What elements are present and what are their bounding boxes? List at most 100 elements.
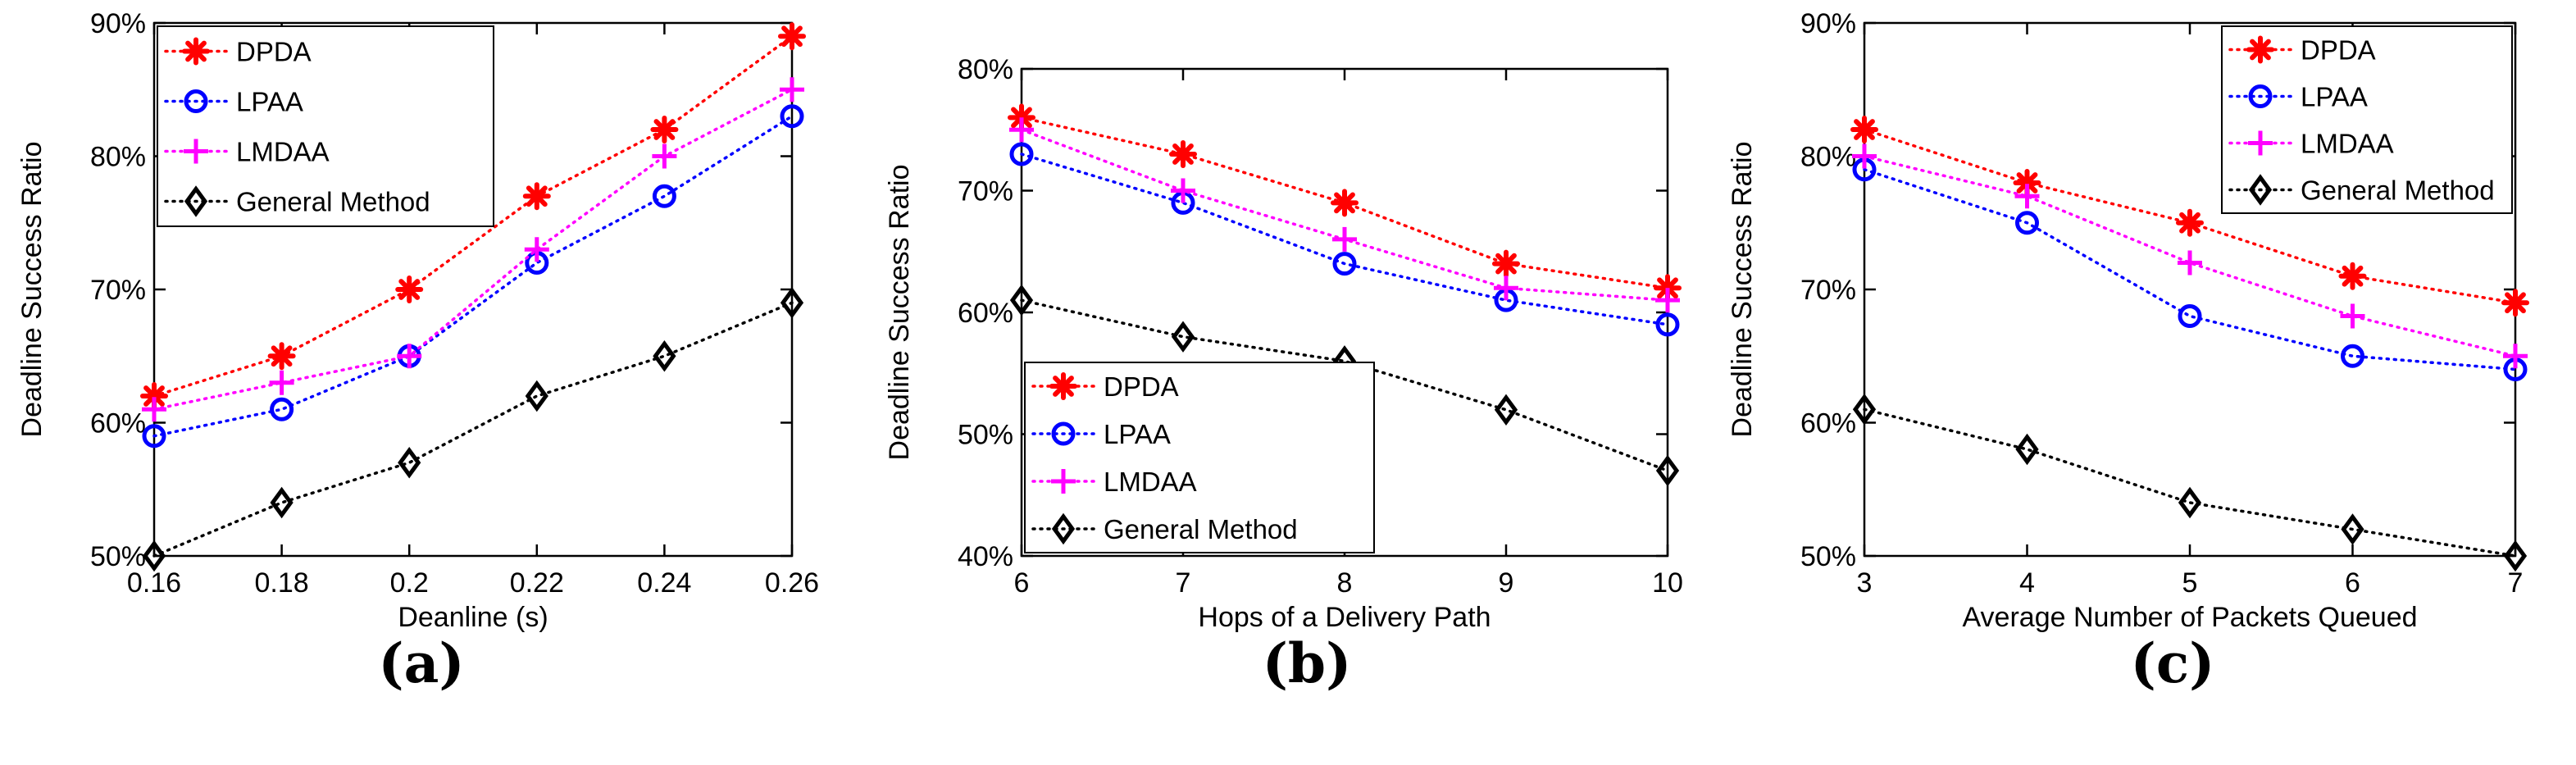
data-point-marker-stroke (1495, 253, 1517, 275)
x-tick-label: 0.18 (255, 567, 309, 599)
legend-label: DPDA (236, 37, 312, 67)
data-point-marker-shape (2503, 540, 2528, 572)
data-point (1492, 249, 1520, 278)
data-point (1169, 139, 1197, 168)
legend-label: DPDA (2301, 35, 2376, 66)
data-point (2014, 184, 2040, 209)
x-tick-label: 9 (1499, 567, 1514, 599)
data-point (524, 237, 549, 262)
data-point-marker-ring (142, 424, 166, 449)
data-point (1494, 394, 1518, 426)
legend-item: LPAA (2228, 82, 2368, 112)
data-point-marker-shape (2015, 433, 2039, 466)
data-point-marker-stroke (271, 345, 293, 367)
chart-panel-a: 50% 60% 70% 80% 90% 0.16 0.18 0.2 0.22 0.24 0.26 De… (16, 8, 819, 695)
data-point (1852, 394, 1877, 426)
x-tick-label: 7 (2508, 567, 2524, 599)
y-tick-label: 90% (90, 8, 146, 39)
y-tick-label: 60% (90, 408, 146, 439)
legend-label: General Method (236, 187, 430, 217)
series-lmdaa (142, 77, 804, 422)
legend-item: General Method (1031, 512, 1298, 545)
data-point (2341, 344, 2364, 368)
data-point (2341, 513, 2364, 545)
data-point (1171, 178, 1195, 203)
legend-label: LPAA (236, 87, 303, 117)
series-line (1863, 154, 2517, 357)
data-point-marker-shape (780, 287, 804, 319)
series-dpda (140, 22, 806, 410)
y-tick-label: 70% (90, 275, 146, 306)
legend-label: General Method (2301, 175, 2495, 206)
y-axis-label: Deadline Success Ratio (16, 142, 48, 438)
legend-item: General Method (164, 185, 430, 217)
data-point-marker-ring (780, 104, 804, 129)
legend-item: General Method (2228, 174, 2495, 206)
legend-marker-shape (2248, 174, 2273, 206)
y-tick-label: 50% (1800, 541, 1856, 572)
panel-caption: (c) (2131, 631, 2215, 695)
legend-item: LPAA (164, 87, 303, 117)
data-point (1494, 275, 1518, 301)
legend: DPDA LPAA LMDAA General Method (2221, 25, 2513, 214)
data-point (2178, 486, 2202, 519)
data-point (2503, 540, 2528, 572)
series-lpaa (1009, 142, 1680, 337)
legend-marker-ring (1051, 421, 1076, 446)
x-tick-label: 7 (1176, 567, 1191, 599)
x-tick-label: 0.26 (765, 567, 819, 599)
legend-label: LMDAA (236, 137, 330, 167)
legend-item: LMDAA (2228, 129, 2394, 159)
panel-caption: (b) (1263, 631, 1352, 695)
legend-item: LMDAA (1031, 467, 1197, 497)
series-line (152, 34, 794, 398)
data-point (1332, 226, 1357, 252)
data-point-marker-ring (652, 184, 676, 208)
data-point (652, 184, 676, 208)
data-point-marker-stroke (1172, 143, 1194, 165)
data-point-marker-shape (1655, 454, 1680, 487)
data-point-marker-shape (1494, 394, 1518, 426)
data-point-marker-shape (1009, 284, 1034, 316)
data-point-marker-shape (525, 380, 548, 412)
series-lmdaa (1009, 117, 1680, 313)
series-line (1020, 298, 1669, 472)
series-line (1863, 408, 2517, 558)
panel-caption: (a) (378, 631, 464, 695)
y-tick-label: 50% (958, 420, 1013, 451)
legend-marker-stroke (185, 40, 207, 62)
data-point-marker-ring (1655, 312, 1680, 337)
legend-marker-shape (1051, 512, 1076, 545)
data-point (142, 424, 166, 449)
data-point (2015, 211, 2039, 235)
y-axis-label: Deadline Success Ratio (884, 165, 915, 461)
legend-box (157, 25, 494, 227)
y-tick-label: 50% (90, 541, 146, 572)
y-tick-label: 70% (958, 176, 1013, 207)
data-point (780, 104, 804, 129)
data-point-marker-shape (1852, 394, 1877, 426)
data-point (650, 116, 679, 143)
data-point (395, 275, 424, 303)
x-tick-label: 6 (2345, 567, 2360, 599)
legend-label: LPAA (2301, 82, 2368, 112)
data-point (525, 380, 548, 412)
data-point-marker-stroke (2505, 292, 2526, 314)
x-axis-label: Hops of a Delivery Path (1198, 602, 1491, 633)
data-point (2503, 344, 2528, 369)
data-point (1852, 143, 1877, 169)
data-point (142, 397, 166, 422)
data-point (2501, 289, 2529, 317)
data-point (2013, 169, 2041, 197)
data-point (1331, 189, 1359, 217)
data-point-marker-stroke (2179, 212, 2201, 234)
x-tick-label: 3 (1857, 567, 1873, 599)
x-tick-label: 5 (2182, 567, 2198, 599)
data-point (2178, 304, 2202, 328)
y-tick-label: 90% (1800, 8, 1856, 39)
data-point-marker-stroke (1854, 119, 1875, 140)
data-point-marker-stroke (2342, 265, 2364, 287)
data-point-marker-stroke (398, 279, 421, 300)
data-point-marker-ring (2015, 211, 2039, 235)
